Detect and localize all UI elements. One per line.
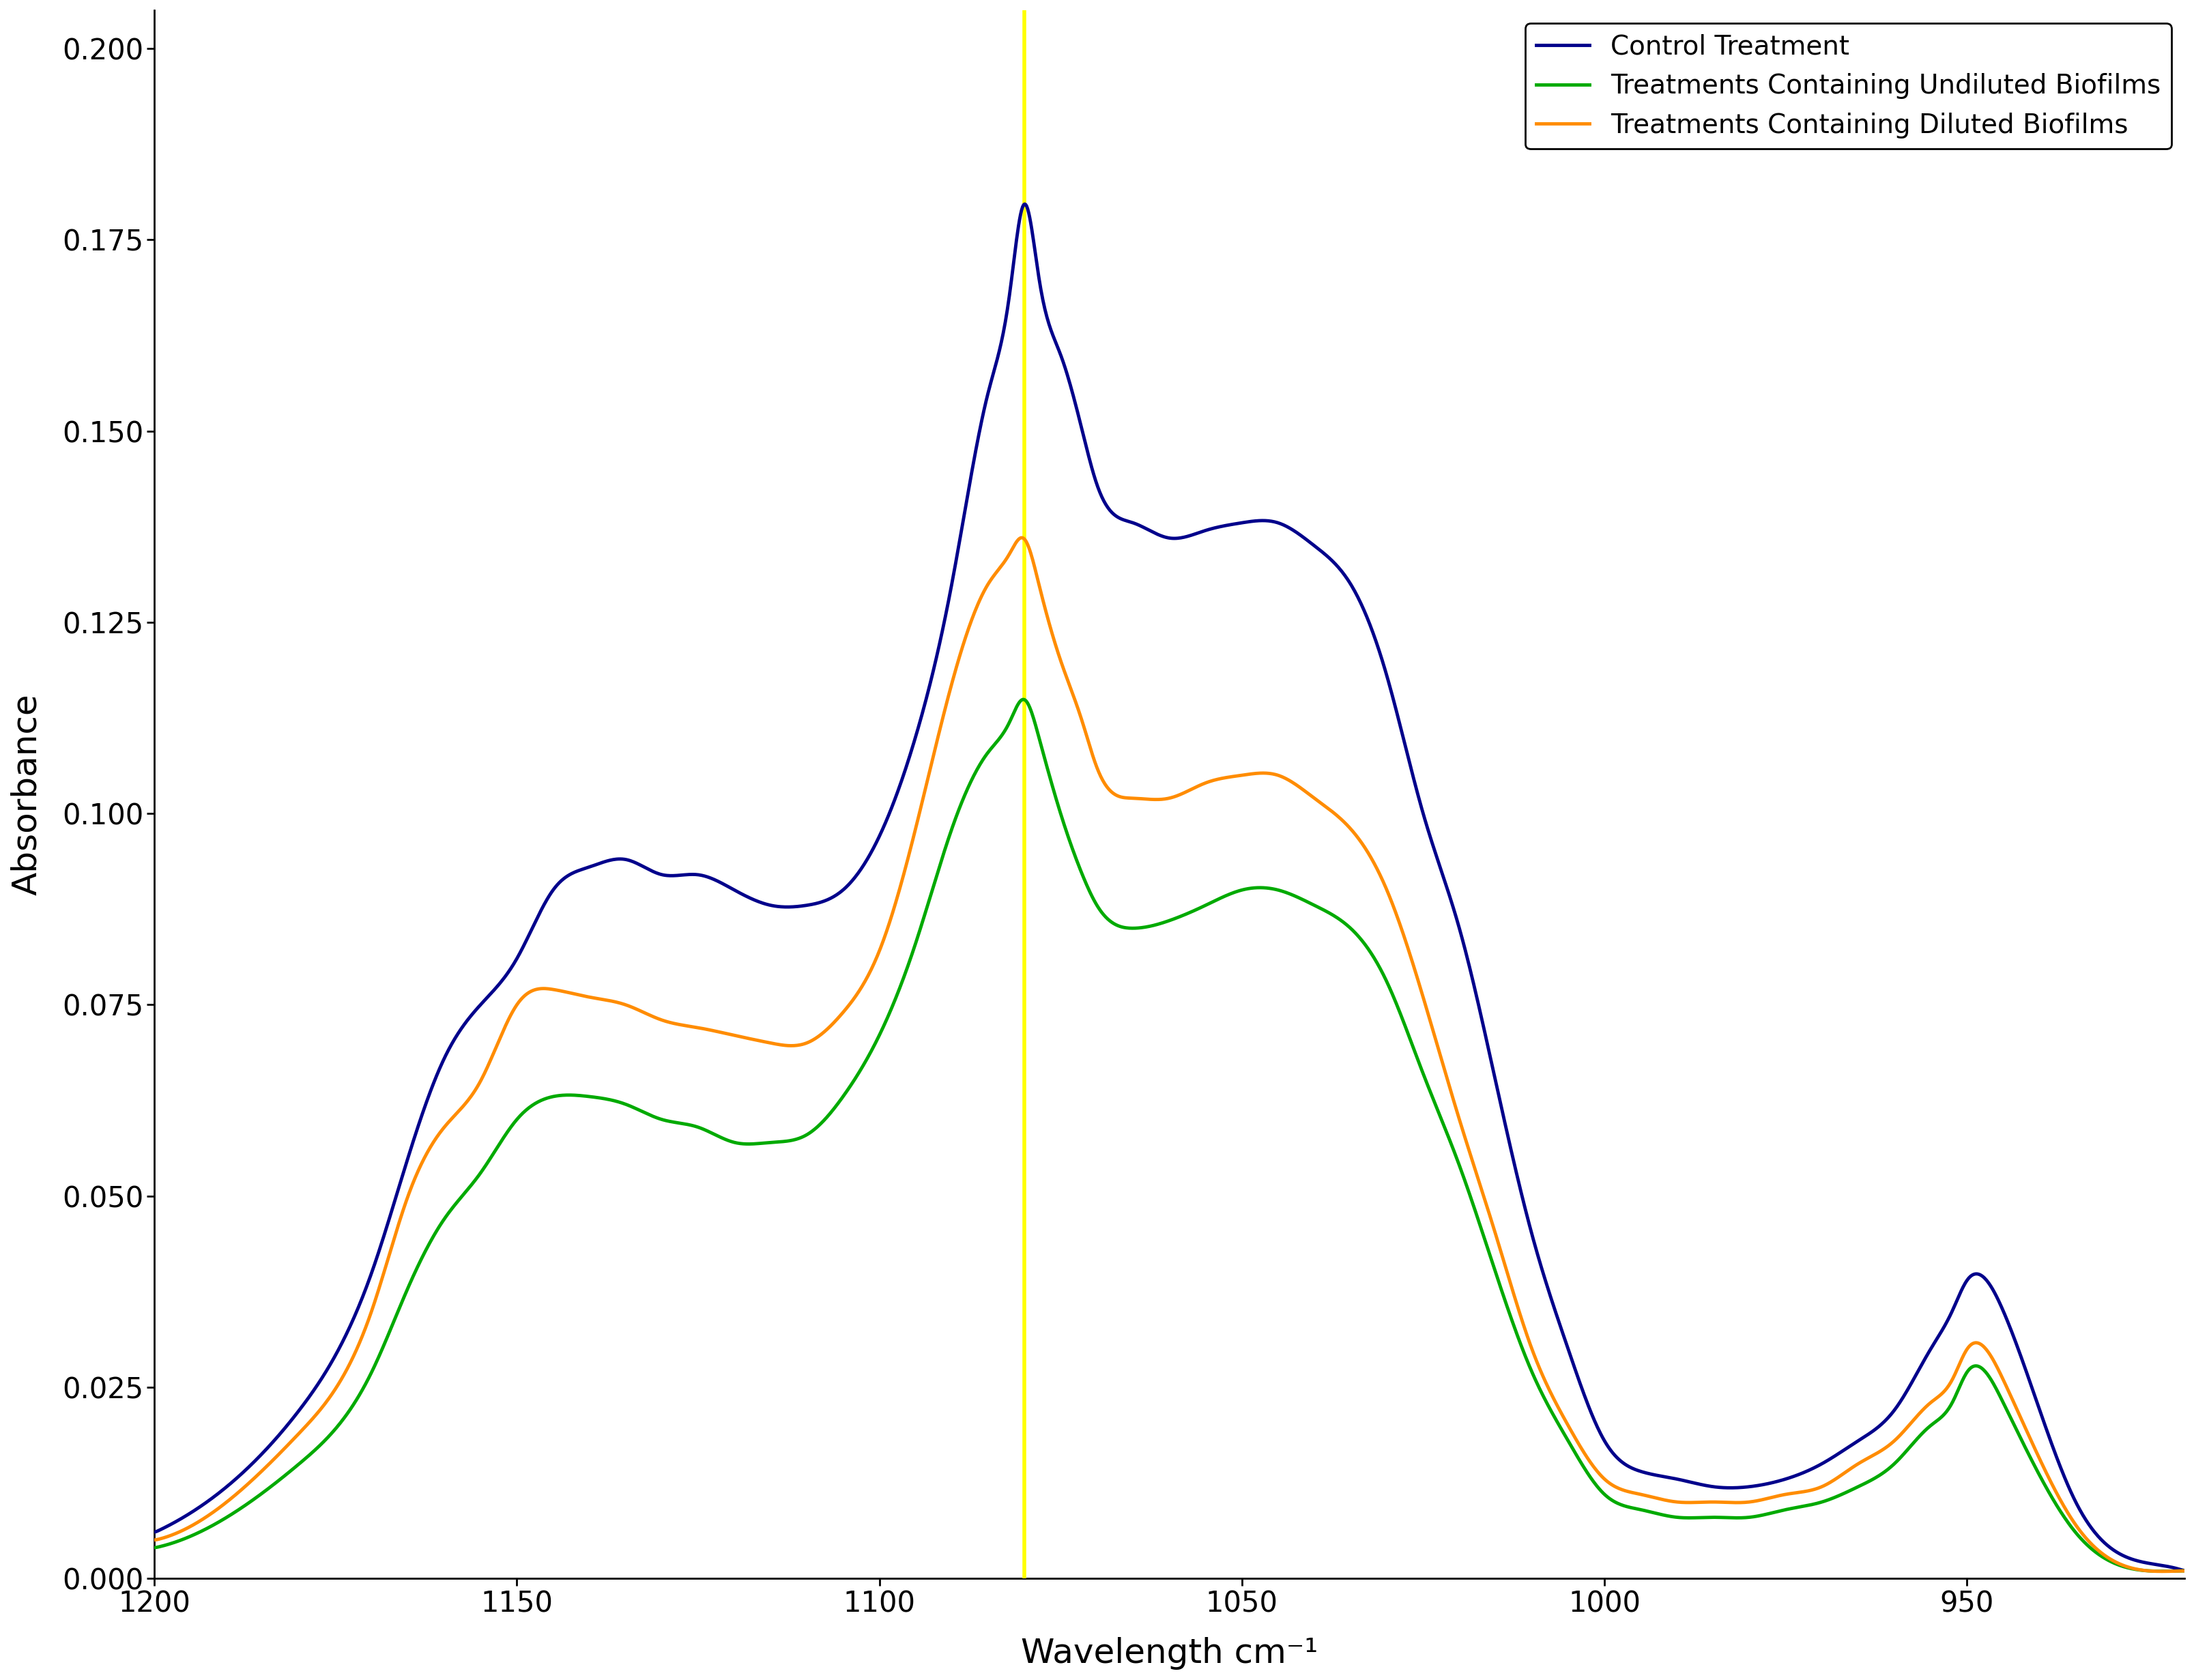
Treatments Containing Diluted Biofilms — [1075, 732, 1101, 753]
Line: Treatments Containing Diluted Biofilms: Treatments Containing Diluted Biofilms — [154, 538, 2183, 1571]
Control Treatment — [1740, 1477, 1766, 1497]
Control Treatment — [1075, 445, 1101, 465]
Treatments Containing Diluted Biofilms — [2148, 1561, 2174, 1581]
Treatments Containing Diluted Biofilms — [244, 1465, 270, 1485]
Control Treatment — [1130, 517, 1156, 538]
Treatments Containing Diluted Biofilms — [140, 1530, 167, 1551]
Treatments Containing Undiluted Biofilms — [1075, 879, 1101, 899]
Control Treatment — [140, 1522, 167, 1542]
Treatments Containing Diluted Biofilms — [2111, 1556, 2137, 1576]
Treatments Containing Undiluted Biofilms — [244, 1487, 270, 1507]
Treatments Containing Undiluted Biofilms — [1740, 1507, 1766, 1527]
Treatments Containing Undiluted Biofilms — [1009, 689, 1036, 709]
Treatments Containing Diluted Biofilms — [1130, 788, 1156, 808]
Treatments Containing Undiluted Biofilms — [2148, 1561, 2174, 1581]
Treatments Containing Diluted Biofilms — [1740, 1492, 1766, 1512]
Treatments Containing Undiluted Biofilms — [2113, 1557, 2139, 1578]
Control Treatment — [1011, 193, 1038, 213]
Treatments Containing Diluted Biofilms — [2170, 1561, 2194, 1581]
Control Treatment — [244, 1448, 270, 1468]
Control Treatment — [2111, 1547, 2137, 1567]
Treatments Containing Diluted Biofilms — [1007, 528, 1033, 548]
Treatments Containing Diluted Biofilms — [2113, 1556, 2139, 1576]
X-axis label: Wavelength cm⁻¹: Wavelength cm⁻¹ — [1020, 1636, 1316, 1670]
Treatments Containing Undiluted Biofilms — [2111, 1557, 2137, 1578]
Treatments Containing Undiluted Biofilms — [2170, 1561, 2194, 1581]
Legend: Control Treatment, Treatments Containing Undiluted Biofilms, Treatments Containi: Control Treatment, Treatments Containing… — [1525, 24, 2170, 150]
Line: Control Treatment: Control Treatment — [154, 203, 2183, 1571]
Y-axis label: Absorbance: Absorbance — [11, 694, 44, 895]
Control Treatment — [2113, 1547, 2139, 1567]
Treatments Containing Undiluted Biofilms — [140, 1537, 167, 1557]
Control Treatment — [2170, 1561, 2194, 1581]
Treatments Containing Undiluted Biofilms — [1130, 917, 1156, 937]
Line: Treatments Containing Undiluted Biofilms: Treatments Containing Undiluted Biofilms — [154, 699, 2183, 1571]
